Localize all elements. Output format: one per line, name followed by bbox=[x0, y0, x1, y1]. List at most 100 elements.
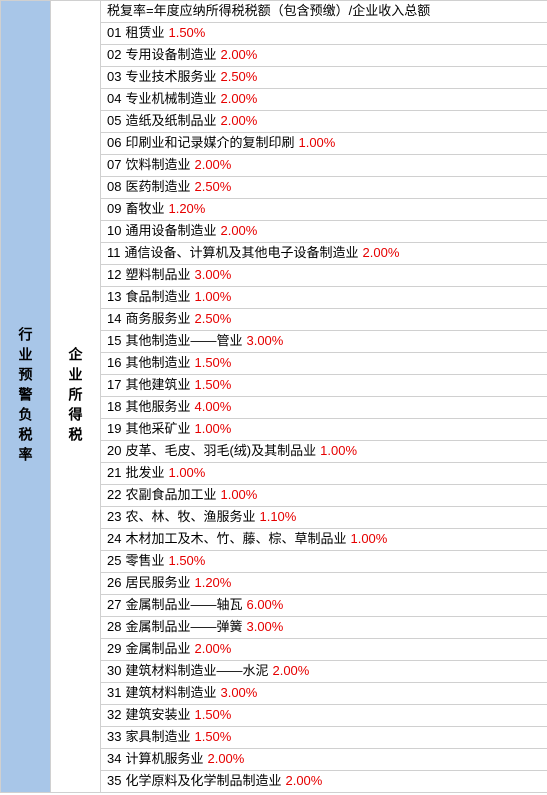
row-number: 24 bbox=[107, 531, 121, 548]
table-row: 20皮革、毛皮、羽毛(绒)及其制品业1.00% bbox=[100, 441, 547, 463]
tax-rate: 2.00% bbox=[207, 751, 244, 768]
row-number: 17 bbox=[107, 377, 121, 394]
row-number: 30 bbox=[107, 663, 121, 680]
table-row: 25零售业1.50% bbox=[100, 551, 547, 573]
table-row: 16其他制造业1.50% bbox=[100, 353, 547, 375]
table-row: 11通信设备、计算机及其他电子设备制造业2.00% bbox=[100, 243, 547, 265]
row-number: 29 bbox=[107, 641, 121, 658]
category-column: 企业所得税 bbox=[50, 1, 100, 793]
tax-rate: 3.00% bbox=[246, 333, 283, 350]
tax-rate: 1.20% bbox=[194, 575, 231, 592]
tax-rate: 1.00% bbox=[220, 487, 257, 504]
table-row: 33家具制造业1.50% bbox=[100, 727, 547, 749]
industry-name: 租赁业 bbox=[125, 25, 164, 42]
row-number: 05 bbox=[107, 113, 121, 130]
industry-name: 通信设备、计算机及其他电子设备制造业 bbox=[125, 245, 359, 262]
row-number: 22 bbox=[107, 487, 121, 504]
industry-name: 建筑材料制造业——水泥 bbox=[125, 663, 268, 680]
sidebar-column: 行业预警负税率 bbox=[0, 1, 50, 793]
industry-name: 其他制造业——管业 bbox=[125, 333, 242, 350]
industry-name: 其他建筑业 bbox=[125, 377, 190, 394]
industry-name: 金属制品业——弹簧 bbox=[125, 619, 242, 636]
table-row: 09畜牧业1.20% bbox=[100, 199, 547, 221]
row-number: 19 bbox=[107, 421, 121, 438]
tax-rate: 1.20% bbox=[168, 201, 205, 218]
row-number: 16 bbox=[107, 355, 121, 372]
industry-name: 化学原料及化学制品制造业 bbox=[125, 773, 281, 790]
tax-rate: 2.00% bbox=[194, 157, 231, 174]
tax-rate: 1.00% bbox=[194, 421, 231, 438]
category-label: 企业所得税 bbox=[66, 347, 86, 447]
tax-rate: 1.00% bbox=[320, 443, 357, 460]
table-row: 07饮料制造业2.00% bbox=[100, 155, 547, 177]
industry-name: 塑料制品业 bbox=[125, 267, 190, 284]
table-row: 13食品制造业1.00% bbox=[100, 287, 547, 309]
tax-rate: 2.00% bbox=[220, 91, 257, 108]
industry-name: 专业机械制造业 bbox=[125, 91, 216, 108]
row-number: 18 bbox=[107, 399, 121, 416]
table-row: 24木材加工及木、竹、藤、棕、草制品业1.00% bbox=[100, 529, 547, 551]
tax-rate: 1.10% bbox=[259, 509, 296, 526]
industry-name: 医药制造业 bbox=[125, 179, 190, 196]
table-row: 06印刷业和记录媒介的复制印刷1.00% bbox=[100, 133, 547, 155]
row-number: 15 bbox=[107, 333, 121, 350]
tax-rate: 1.00% bbox=[194, 289, 231, 306]
tax-rate: 3.00% bbox=[246, 619, 283, 636]
row-number: 01 bbox=[107, 25, 121, 42]
table-row: 21批发业1.00% bbox=[100, 463, 547, 485]
table-row: 14商务服务业2.50% bbox=[100, 309, 547, 331]
industry-name: 专用设备制造业 bbox=[125, 47, 216, 64]
table-row: 27金属制品业——轴瓦6.00% bbox=[100, 595, 547, 617]
industry-name: 通用设备制造业 bbox=[125, 223, 216, 240]
tax-rate: 4.00% bbox=[194, 399, 231, 416]
row-number: 09 bbox=[107, 201, 121, 218]
tax-rate: 1.00% bbox=[350, 531, 387, 548]
row-number: 33 bbox=[107, 729, 121, 746]
data-column: 税复率=年度应纳所得税税额（包含预缴）/企业收入总额 01租赁业1.50%02专… bbox=[100, 1, 547, 793]
tax-rate: 2.00% bbox=[285, 773, 322, 790]
table-row: 34计算机服务业2.00% bbox=[100, 749, 547, 771]
table-row: 03专业技术服务业2.50% bbox=[100, 67, 547, 89]
row-number: 12 bbox=[107, 267, 121, 284]
table-row: 17其他建筑业1.50% bbox=[100, 375, 547, 397]
table-row: 22农副食品加工业1.00% bbox=[100, 485, 547, 507]
row-number: 20 bbox=[107, 443, 121, 460]
table-row: 18其他服务业4.00% bbox=[100, 397, 547, 419]
industry-name: 木材加工及木、竹、藤、棕、草制品业 bbox=[125, 531, 346, 548]
sidebar-label: 行业预警负税率 bbox=[16, 327, 36, 467]
table-row: 19其他采矿业1.00% bbox=[100, 419, 547, 441]
tax-rate: 3.00% bbox=[194, 267, 231, 284]
table-row: 08医药制造业2.50% bbox=[100, 177, 547, 199]
row-number: 26 bbox=[107, 575, 121, 592]
industry-name: 畜牧业 bbox=[125, 201, 164, 218]
industry-name: 金属制品业——轴瓦 bbox=[125, 597, 242, 614]
industry-name: 商务服务业 bbox=[125, 311, 190, 328]
table-row: 01租赁业1.50% bbox=[100, 23, 547, 45]
row-number: 11 bbox=[107, 245, 121, 262]
row-number: 25 bbox=[107, 553, 121, 570]
row-number: 23 bbox=[107, 509, 121, 526]
table-row: 10通用设备制造业2.00% bbox=[100, 221, 547, 243]
row-number: 14 bbox=[107, 311, 121, 328]
row-number: 28 bbox=[107, 619, 121, 636]
table-row: 05造纸及纸制品业2.00% bbox=[100, 111, 547, 133]
tax-rate: 2.00% bbox=[220, 47, 257, 64]
tax-rate: 1.50% bbox=[194, 707, 231, 724]
tax-rate: 1.50% bbox=[168, 25, 205, 42]
industry-name: 居民服务业 bbox=[125, 575, 190, 592]
tax-rate: 2.00% bbox=[363, 245, 400, 262]
industry-name: 饮料制造业 bbox=[125, 157, 190, 174]
table-row: 04专业机械制造业2.00% bbox=[100, 89, 547, 111]
industry-name: 零售业 bbox=[125, 553, 164, 570]
industry-name: 批发业 bbox=[125, 465, 164, 482]
industry-name: 造纸及纸制品业 bbox=[125, 113, 216, 130]
table-row: 26居民服务业1.20% bbox=[100, 573, 547, 595]
tax-rate: 2.00% bbox=[194, 641, 231, 658]
row-number: 13 bbox=[107, 289, 121, 306]
industry-name: 专业技术服务业 bbox=[125, 69, 216, 86]
industry-name: 建筑材料制造业 bbox=[125, 685, 216, 702]
industry-name: 印刷业和记录媒介的复制印刷 bbox=[125, 135, 294, 152]
industry-name: 食品制造业 bbox=[125, 289, 190, 306]
tax-rate: 1.50% bbox=[168, 553, 205, 570]
tax-rate: 1.50% bbox=[194, 377, 231, 394]
